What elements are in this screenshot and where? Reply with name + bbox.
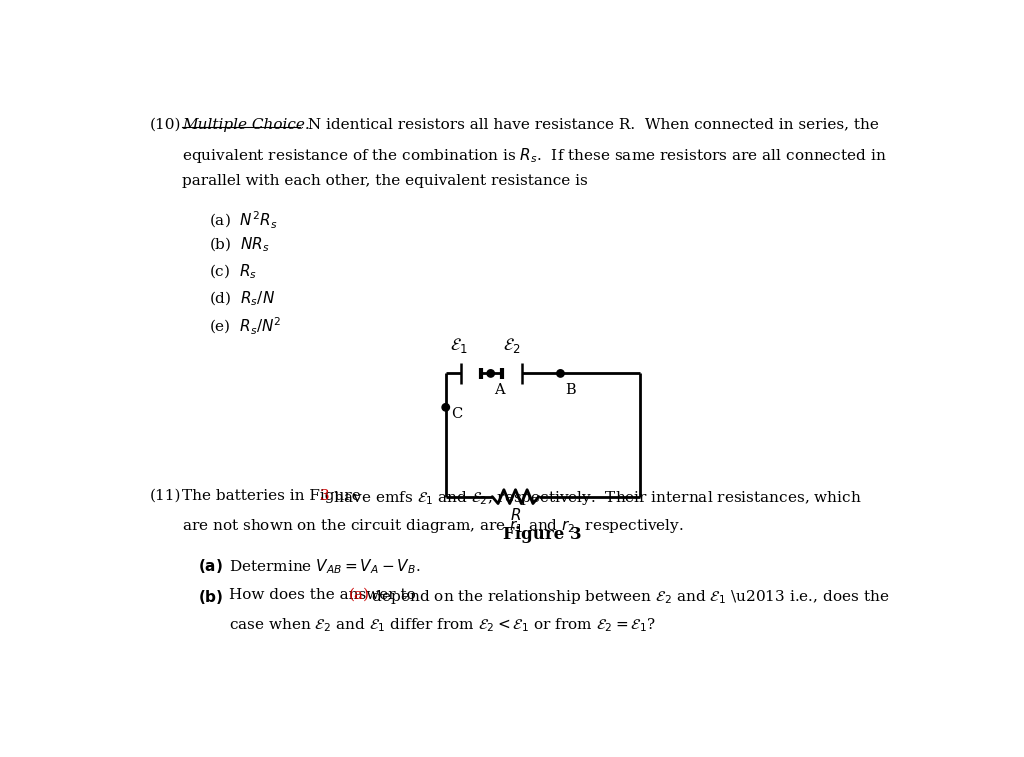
Text: depend on the relationship between $\mathcal{E}_2$ and $\mathcal{E}_1$ \u2013 i.: depend on the relationship between $\mat… <box>367 588 890 606</box>
Text: $\mathcal{E}_1$: $\mathcal{E}_1$ <box>451 336 468 355</box>
Text: (d)  $R_s/N$: (d) $R_s/N$ <box>209 289 275 307</box>
Circle shape <box>442 403 450 411</box>
Text: case when $\mathcal{E}_2$ and $\mathcal{E}_1$ differ from $\mathcal{E}_2 < \math: case when $\mathcal{E}_2$ and $\mathcal{… <box>228 616 655 634</box>
Text: $\mathcal{E}_2$: $\mathcal{E}_2$ <box>503 336 520 355</box>
Text: 3: 3 <box>319 489 330 503</box>
Text: A: A <box>495 383 505 397</box>
Text: (c)  $R_s$: (c) $R_s$ <box>209 263 257 281</box>
Text: (10): (10) <box>150 118 181 132</box>
Text: Multiple Choice.: Multiple Choice. <box>182 118 310 132</box>
Text: $R$: $R$ <box>510 507 521 523</box>
Text: Figure 3: Figure 3 <box>504 526 582 543</box>
Text: (a)  $N^2R_s$: (a) $N^2R_s$ <box>209 210 278 231</box>
Text: B: B <box>565 383 575 397</box>
Text: equivalent resistance of the combination is $R_s$.  If these same resistors are : equivalent resistance of the combination… <box>182 146 887 165</box>
Text: $\mathbf{(b)}$: $\mathbf{(b)}$ <box>198 588 223 606</box>
Text: Determine $V_{AB} = V_A - V_B$.: Determine $V_{AB} = V_A - V_B$. <box>228 557 420 576</box>
Circle shape <box>557 369 564 377</box>
Text: C: C <box>452 407 463 421</box>
Text: The batteries in Figure: The batteries in Figure <box>182 489 366 503</box>
Circle shape <box>487 369 495 377</box>
Text: (a): (a) <box>348 588 370 602</box>
Text: (b)  $NR_s$: (b) $NR_s$ <box>209 236 270 254</box>
Text: have emfs $\mathcal{E}_1$ and $\mathcal{E}_2$, respectively.  Their internal res: have emfs $\mathcal{E}_1$ and $\mathcal{… <box>329 489 861 507</box>
Text: (11): (11) <box>150 489 181 503</box>
Text: parallel with each other, the equivalent resistance is: parallel with each other, the equivalent… <box>182 174 588 188</box>
Text: How does the answer to: How does the answer to <box>228 588 421 602</box>
Text: $\mathbf{(a)}$: $\mathbf{(a)}$ <box>198 557 222 575</box>
Text: N identical resistors all have resistance R.  When connected in series, the: N identical resistors all have resistanc… <box>303 118 879 132</box>
Text: (e)  $R_s/N^2$: (e) $R_s/N^2$ <box>209 316 282 337</box>
Text: are not shown on the circuit diagram, are $r_1$ and $r_2$, respectively.: are not shown on the circuit diagram, ar… <box>182 517 684 535</box>
